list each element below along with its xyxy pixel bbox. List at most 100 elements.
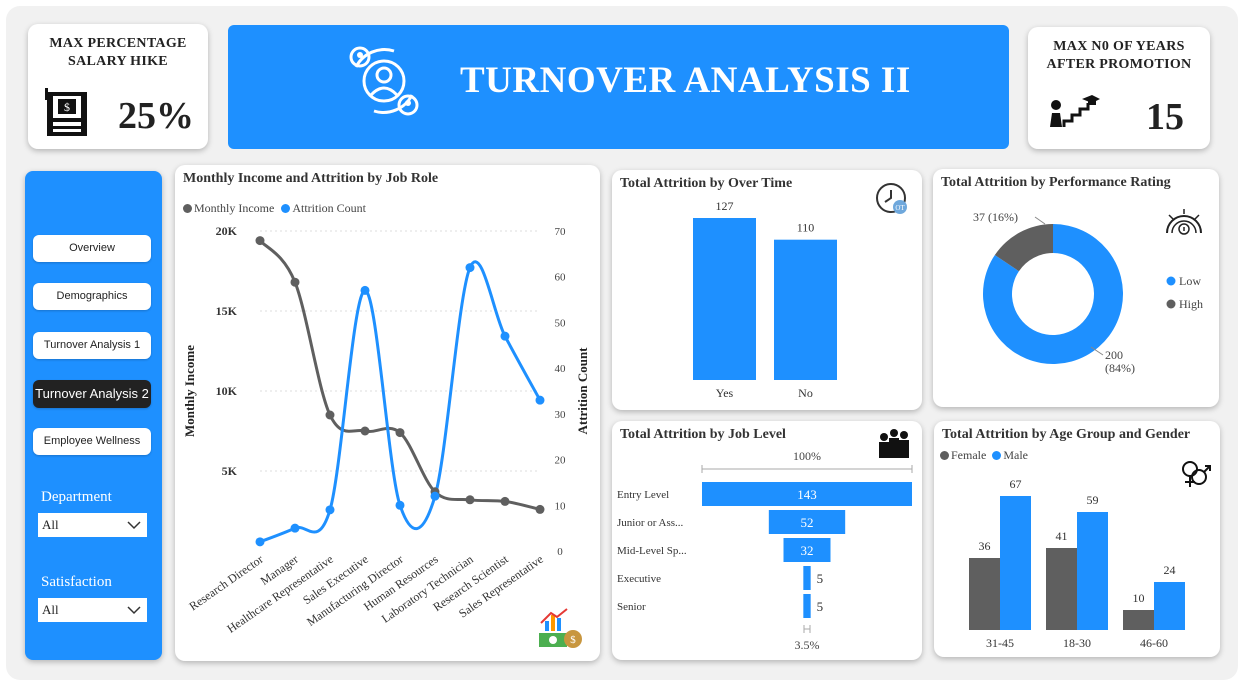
funnel-category-label: Mid-Level Sp... [617,545,687,557]
nav-overview[interactable]: Overview [33,235,151,262]
bar-value-label: 110 [797,221,815,235]
funnel-bar [803,594,811,618]
bar-value-label: 67 [1010,477,1022,491]
overtime-chart: 127 Yes 110 No [693,199,837,400]
funnel-value-label: 52 [801,515,814,530]
income-point [290,277,300,287]
department-label: Department [41,489,112,505]
age-gender-title: Total Attrition by Age Group and Gender [942,427,1191,442]
header-banner: TURNOVER ANALYSIS II [228,25,1009,149]
kpi-salary-hike-title-1: MAX PERCENTAGE [49,36,187,51]
funnel-bar [702,482,912,506]
funnel-value-label: 32 [801,543,814,558]
y2-tick-label: 0 [557,546,563,558]
satisfaction-label: Satisfaction [41,574,112,590]
overtime-clock-icon: OT [876,183,907,214]
kpi-years-promotion-card: MAX N0 OF YEARS AFTER PROMOTION 15 [1028,27,1210,149]
promotion-stairs-icon [1050,95,1100,127]
y-tick-label: 10K [216,384,238,398]
y2-tick-label: 20 [555,455,567,467]
bar-male [1154,582,1185,630]
x-tick-label: Yes [716,386,734,400]
series-line-monthly-income [258,239,541,511]
y2-tick-label: 30 [555,409,567,421]
bar-overtime-no [774,239,837,380]
legend-dot-income [183,204,192,213]
kpi-salary-hike-card: MAX PERCENTAGE SALARY HIKE $ 25% [28,24,208,149]
slice-pct-low: (84%) [1105,361,1135,375]
nav-turnover-analysis-1[interactable]: Turnover Analysis 1 [33,332,151,359]
performance-donut-chart: 200(84%) 37 (16%) Low High [973,210,1203,375]
age-gender-legend: Female Male [940,448,1028,463]
income-attrition-card: Monthly Income and Attrition by Job Role… [175,165,600,661]
y-axis-label: Monthly Income [182,345,197,437]
nav-employee-wellness[interactable]: Employee Wellness [33,428,151,455]
income-point [360,426,370,436]
y2-tick-label: 50 [555,317,567,329]
chevron-down-icon [127,513,141,546]
income-point [500,496,510,506]
income-point [395,428,405,438]
legend-male-label: Male [1003,448,1028,462]
department-dropdown[interactable]: All [38,513,147,537]
sidebar: Overview Demographics Turnover Analysis … [25,171,162,660]
satisfaction-value: All [42,602,59,617]
bar-male [1000,496,1031,630]
performance-gauge-icon [1166,209,1202,235]
bar-value-label: 41 [1056,529,1068,543]
y2-axis-label: Attrition Count [575,347,590,435]
y2-tick-label: 10 [555,500,567,512]
income-point [325,410,335,420]
bar-female [1123,610,1154,630]
kpi-years-promotion-title-1: MAX N0 OF YEARS [1053,39,1185,54]
legend-dot-attrition [281,204,291,213]
chart-money-icon: $ [539,608,582,648]
x-tick-label: 46-60 [1140,636,1168,650]
legend-dot-male [992,451,1002,460]
nav-turnover-analysis-2[interactable]: Turnover Analysis 2 [33,380,151,408]
overtime-card: Total Attrition by Over Time OT 127 Yes 11… [612,170,922,410]
chevron-down-icon [127,598,141,631]
bar-value-label: 127 [716,199,734,213]
funnel-value-label: 5 [817,571,824,586]
nav-demographics[interactable]: Demographics [33,283,151,310]
attrition-point [500,331,510,341]
bar-female [1046,548,1077,630]
donut-slice-high [994,224,1053,272]
funnel-value-label: 143 [797,487,817,502]
funnel-category-label: Executive [617,573,661,585]
attrition-point [535,395,545,405]
legend-dot-high [1166,299,1176,309]
funnel-bar [768,510,846,534]
attrition-point [360,285,370,295]
attrition-point [430,491,440,501]
department-value: All [42,517,59,532]
attrition-point [465,263,475,273]
income-attrition-legend: Monthly Income Attrition Count [183,201,366,216]
kpi-years-promotion-title-2: AFTER PROMOTION [1046,57,1192,72]
overtime-title: Total Attrition by Over Time [620,176,793,191]
kpi-salary-hike-title-2: SALARY HIKE [68,54,168,69]
job-level-funnel-chart: 100% Entry Level 143 Junior or Ass... 52 Mid-… [617,449,913,652]
satisfaction-dropdown[interactable]: All [38,598,147,622]
income-attrition-chart: 5K 10K 15K 20K 0 10 20 30 40 50 60 70 Monthly Income… [182,224,590,636]
funnel-category-label: Senior [617,601,646,613]
x-tick-label: No [798,386,813,400]
income-point [535,504,545,514]
funnel-category-label: Junior or Ass... [617,517,684,529]
leader-line [1034,216,1046,225]
legend-female-label: Female [951,448,987,462]
y-tick-label: 5K [222,464,238,478]
y-tick-label: 20K [216,224,238,238]
bar-value-label: 10 [1133,591,1145,605]
svg-text:OT: OT [895,204,905,212]
funnel-top-pct: 100% [793,449,821,463]
bar-male [1077,512,1108,630]
slice-label-high: 37 (16%) [973,210,1018,224]
gender-icon [1182,461,1211,487]
bar-overtime-yes [693,218,756,380]
income-point [255,236,265,246]
income-point [465,495,475,505]
legend-dot-low [1166,276,1176,286]
svg-text:$: $ [570,634,576,646]
